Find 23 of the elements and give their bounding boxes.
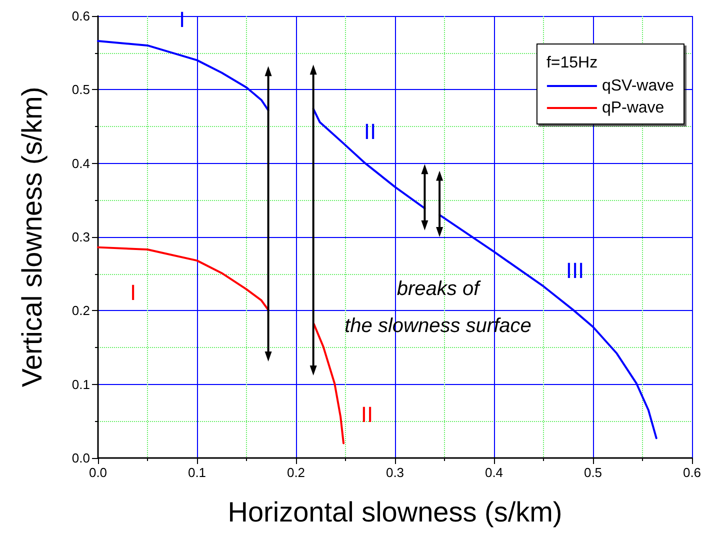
legend-title: f=15Hz (546, 54, 598, 72)
y-tick-label: 0.2 (72, 303, 90, 318)
x-tick-label: 0.6 (682, 465, 702, 480)
y-tick-label: 0.1 (72, 376, 90, 392)
annotation: I (130, 280, 136, 305)
annotation: III (566, 258, 584, 283)
annotation: II (364, 119, 376, 144)
x-tick-label: 0.1 (188, 465, 206, 480)
x-tick-label: 0.4 (484, 465, 504, 480)
legend-label: qSV-wave (602, 78, 674, 94)
x-tick-label: 0.3 (386, 465, 404, 480)
x-tick-label: 0.2 (286, 465, 306, 480)
y-tick-label: 0.0 (72, 450, 90, 466)
legend-label: qP-wave (602, 100, 664, 116)
y-tick-label: 0.3 (72, 230, 90, 244)
x-axis-title: Horizontal slowness (s/km) (228, 496, 562, 528)
y-tick-label: 0.4 (72, 156, 90, 171)
y-tick-label: 0.5 (72, 82, 90, 98)
x-tick-label: 0.5 (584, 465, 602, 480)
annotation: II (360, 402, 374, 427)
x-tick-label: 0.0 (88, 465, 108, 480)
y-axis-title: Vertical slowness (s/km) (16, 86, 48, 388)
y-tick-label: 0.6 (72, 8, 90, 24)
